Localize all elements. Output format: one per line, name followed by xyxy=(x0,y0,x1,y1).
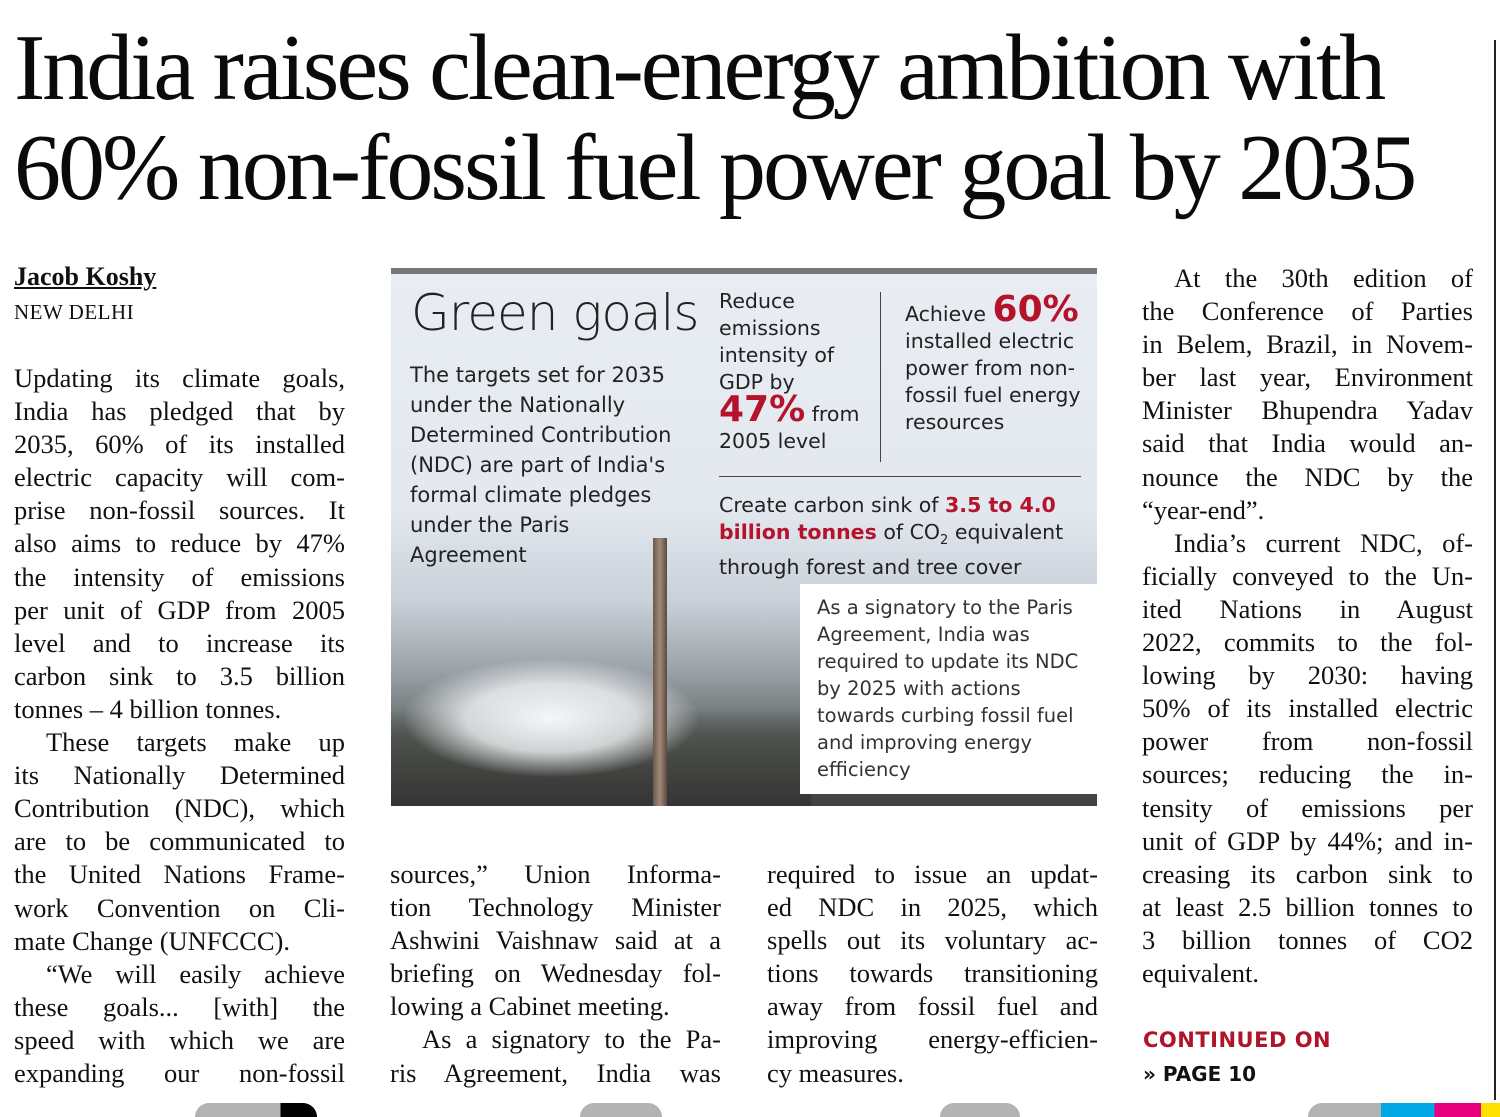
goal1-text: Reduce emissions intensity of GDP by xyxy=(719,289,835,394)
article-line: lowing by 2030: having xyxy=(1142,660,1473,691)
goal3-co: of CO xyxy=(883,520,941,544)
article-line: These targets make up xyxy=(46,727,345,758)
article-line: mate Change (UNFCCC). xyxy=(14,925,291,956)
article-line: spells out its voluntary ac- xyxy=(767,925,1098,956)
article-line: its Nationally Determined xyxy=(14,760,345,791)
article-line: cy measures. xyxy=(767,1057,904,1088)
goal3-desc: equivalent through forest and tree cover xyxy=(719,520,1064,580)
article-line: electric capacity will com- xyxy=(14,462,345,493)
article-line: at least 2.5 billion tonnes to xyxy=(1142,891,1473,922)
goal-emissions-intensity: Reduce emissions intensity of GDP by 47%… xyxy=(719,288,879,455)
article-line: carbon sink to 3.5 billion xyxy=(14,660,345,691)
article-line: “year-end”. xyxy=(1142,494,1265,525)
column-rule xyxy=(1494,40,1496,1100)
goal3-text: Create carbon sink of xyxy=(719,493,939,517)
infographic-title: Green goals xyxy=(411,284,699,342)
registration-mark xyxy=(580,1103,662,1117)
article-line: tensity of emissions per xyxy=(1142,792,1473,823)
article-column-1: Updating its climate goals, India has ple… xyxy=(14,362,345,1090)
infographic-top-bar xyxy=(391,268,1097,274)
headline-line-2: 60% non-fossil fuel power goal by 2035 xyxy=(14,116,1417,220)
article-line: ber last year, Environment xyxy=(1142,362,1473,393)
article-line: level and to increase its xyxy=(14,627,345,658)
article-line: required to issue an updat- xyxy=(767,859,1098,889)
color-bar xyxy=(1308,1103,1500,1117)
headline: India raises clean-energy ambition with … xyxy=(14,18,1484,218)
article-line: away from fossil fuel and xyxy=(767,991,1098,1022)
infographic-intro: The targets set for 2035 under the Natio… xyxy=(410,363,672,567)
article-line: the Conference of Parties xyxy=(1142,296,1473,327)
article-line: the intensity of emissions xyxy=(14,561,345,592)
article-line: these goals... [with] the xyxy=(14,991,345,1022)
goal-carbon-sink: Create carbon sink of 3.5 to 4.0 billion… xyxy=(719,492,1089,581)
article-line: in Belem, Brazil, in Novem- xyxy=(1142,329,1473,360)
article-line: lowing a Cabinet meeting. xyxy=(390,991,670,1022)
divider xyxy=(719,476,1081,477)
article-line: 3 billion tonnes of CO2 xyxy=(1142,924,1473,955)
article-line: India has pledged that by xyxy=(14,396,345,427)
article-line: ris Agreement, India was xyxy=(390,1057,721,1088)
goal2-text: Achieve xyxy=(905,302,986,326)
registration-mark xyxy=(195,1103,317,1117)
article-line: tion Technology Minister xyxy=(390,892,721,923)
goal2-value: 60% xyxy=(992,289,1079,330)
article-line: the United Nations Frame- xyxy=(14,859,345,890)
continued-label: CONTINUED ON xyxy=(1143,1028,1332,1052)
article-line: 2035, 60% of its installed xyxy=(14,429,345,460)
article-line: ed NDC in 2025, which xyxy=(767,892,1098,923)
infographic-note: As a signatory to the Paris Agreement, I… xyxy=(800,584,1097,794)
goal-non-fossil-power: Achieve 60% installed electric power fro… xyxy=(905,292,1090,436)
article-line: India’s current NDC, of- xyxy=(1174,527,1473,558)
article-line: 50% of its installed electric xyxy=(1142,693,1473,724)
article-line: creasing its carbon sink to xyxy=(1142,858,1473,889)
article-line: tonnes – 4 billion tonnes. xyxy=(14,693,282,724)
chimney-photo xyxy=(653,538,667,806)
continued-page-link[interactable]: » PAGE 10 xyxy=(1143,1062,1257,1086)
article-column-4: At the 30th edition of the Conference of … xyxy=(1142,262,1473,990)
article-line: speed with which we are xyxy=(14,1024,345,1055)
article-line: sources,” Union Informa- xyxy=(390,859,721,889)
article-line: sources; reducing the in- xyxy=(1142,759,1473,790)
goal1-value: 47% xyxy=(719,389,806,430)
dateline: NEW DELHI xyxy=(14,300,135,324)
goal3-value: 3.5 to 4.0 billion tonnes xyxy=(719,493,1056,544)
article-line: Minister Bhupendra Yadav xyxy=(1142,395,1473,426)
goal1-baseline: 2005 level xyxy=(719,429,827,453)
goal2-desc: installed electric power from non-fossil… xyxy=(905,329,1081,434)
article-line: said that India would an- xyxy=(1142,428,1473,459)
article-line: Contribution (NDC), which xyxy=(14,793,345,824)
article-line: per unit of GDP from 2005 xyxy=(14,594,345,625)
article-line: Ashwini Vaishnaw said at a xyxy=(390,925,721,956)
article-column-3: required to issue an updat-ed NDC in 202… xyxy=(767,858,1098,1090)
article-line: ficially conveyed to the Un- xyxy=(1142,560,1473,591)
goal1-from: from xyxy=(811,402,860,426)
article-line: 2022, commits to the fol- xyxy=(1142,627,1473,658)
article-line: briefing on Wednesday fol- xyxy=(390,958,721,989)
article-column-2: sources,” Union Informa-tion Technology … xyxy=(390,858,721,1090)
article-line: prise non-fossil sources. It xyxy=(14,495,345,526)
article-line: are to be communicated to xyxy=(14,826,345,857)
byline: Jacob Koshy xyxy=(14,262,157,291)
article-line: As a signatory to the Pa- xyxy=(422,1024,721,1055)
article-line: nounce the NDC by the xyxy=(1142,461,1473,492)
smoke-photo xyxy=(401,658,701,778)
registration-mark xyxy=(940,1103,1020,1117)
infographic-green-goals: Green goals The targets set for 2035 und… xyxy=(391,268,1097,806)
article-line: work Convention on Cli- xyxy=(14,892,345,923)
article-line: equivalent. xyxy=(1142,957,1259,988)
article-line: “We will easily achieve xyxy=(46,958,345,989)
headline-line-1: India raises clean-energy ambition with xyxy=(14,16,1386,120)
article-line: At the 30th edition of xyxy=(1174,263,1473,293)
article-line: Updating its climate goals, xyxy=(14,363,345,393)
article-line: unit of GDP by 44%; and in- xyxy=(1142,825,1473,856)
divider xyxy=(880,292,881,462)
article-line: ited Nations in August xyxy=(1142,593,1473,624)
article-line: power from non-fossil xyxy=(1142,726,1473,757)
goal3-sub: 2 xyxy=(940,533,949,549)
article-line: expanding our non-fossil xyxy=(14,1057,345,1088)
article-line: also aims to reduce by 47% xyxy=(14,528,345,559)
article-line: improving energy-efficien- xyxy=(767,1024,1098,1055)
article-line: tions towards transitioning xyxy=(767,958,1098,989)
